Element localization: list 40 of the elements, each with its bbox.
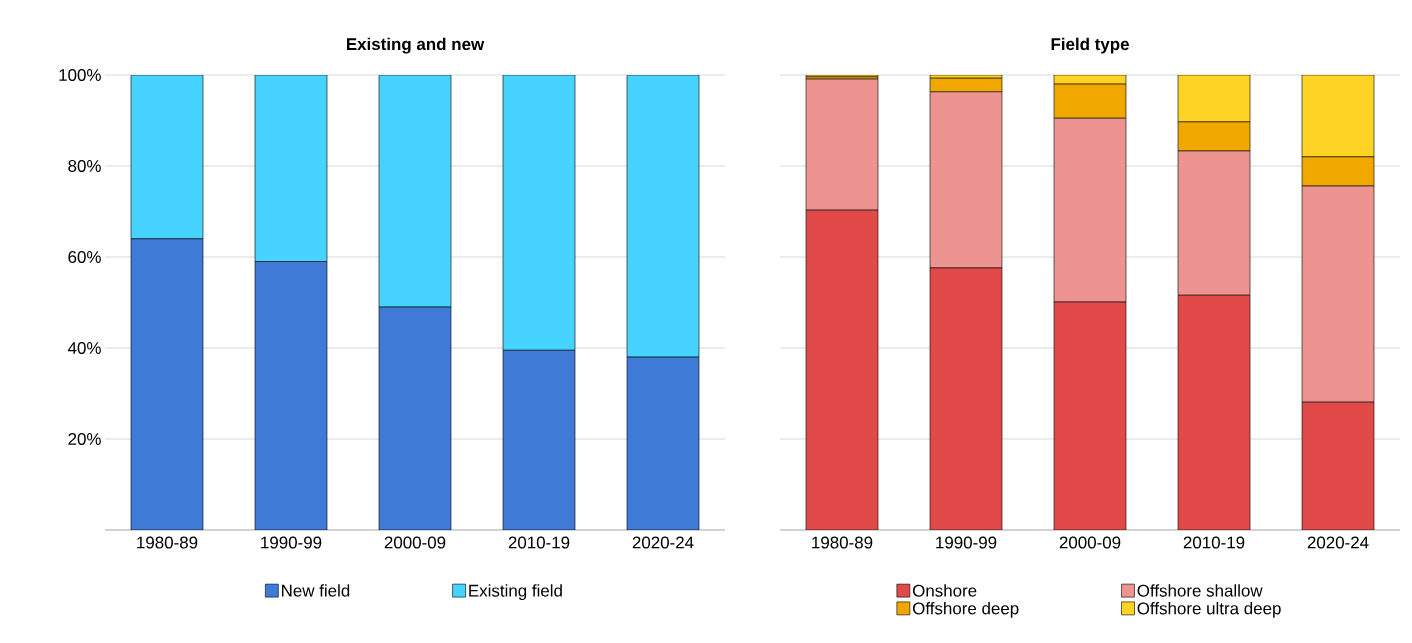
bar bbox=[130, 238, 204, 530]
bar bbox=[502, 349, 576, 530]
bar bbox=[1053, 301, 1127, 530]
x-tick-label: 2000-09 bbox=[1059, 536, 1121, 549]
chart-title: Existing and new bbox=[346, 37, 485, 54]
x-tick-label: 1990-99 bbox=[261, 536, 322, 549]
x-tick-label: 2020-24 bbox=[1307, 536, 1369, 549]
x-tick-label: 2000-09 bbox=[384, 536, 446, 549]
y-tick-label: 80% bbox=[68, 160, 101, 172]
bar bbox=[1177, 294, 1251, 530]
bar bbox=[1301, 75, 1375, 158]
x-tick-label: 1990-99 bbox=[936, 536, 997, 549]
y-tick-label: 100% bbox=[59, 69, 101, 81]
y-tick-label: 60% bbox=[68, 251, 101, 263]
bar bbox=[929, 267, 1003, 530]
bar bbox=[254, 75, 328, 262]
legend-label: Onshore bbox=[912, 584, 977, 597]
bar bbox=[130, 75, 204, 240]
x-tick-label: 1980-89 bbox=[812, 536, 873, 549]
bar bbox=[1177, 75, 1251, 123]
legend-label: Offshore shallow bbox=[1137, 584, 1263, 597]
bar bbox=[626, 356, 700, 530]
bar bbox=[502, 75, 576, 351]
bar bbox=[626, 75, 700, 358]
y-tick-label: 20% bbox=[68, 433, 101, 445]
legend-label: Offshore deep bbox=[912, 601, 1019, 618]
legend-label: Existing field bbox=[469, 584, 562, 601]
chart-title: Field type bbox=[1051, 37, 1129, 54]
y-tick-label: 40% bbox=[67, 342, 101, 354]
x-tick-label: 1980-89 bbox=[137, 536, 198, 549]
x-tick-label: 2010-19 bbox=[508, 536, 570, 549]
x-tick-label: 2020-24 bbox=[632, 536, 694, 549]
bar bbox=[254, 261, 328, 530]
bar bbox=[1301, 401, 1375, 530]
bar bbox=[378, 75, 452, 308]
bar bbox=[378, 306, 452, 530]
legend-label: Offshore ultra deep bbox=[1137, 601, 1281, 618]
x-tick-label: 2010-19 bbox=[1183, 536, 1245, 549]
bar bbox=[805, 209, 879, 530]
legend-label: New field bbox=[282, 584, 350, 597]
